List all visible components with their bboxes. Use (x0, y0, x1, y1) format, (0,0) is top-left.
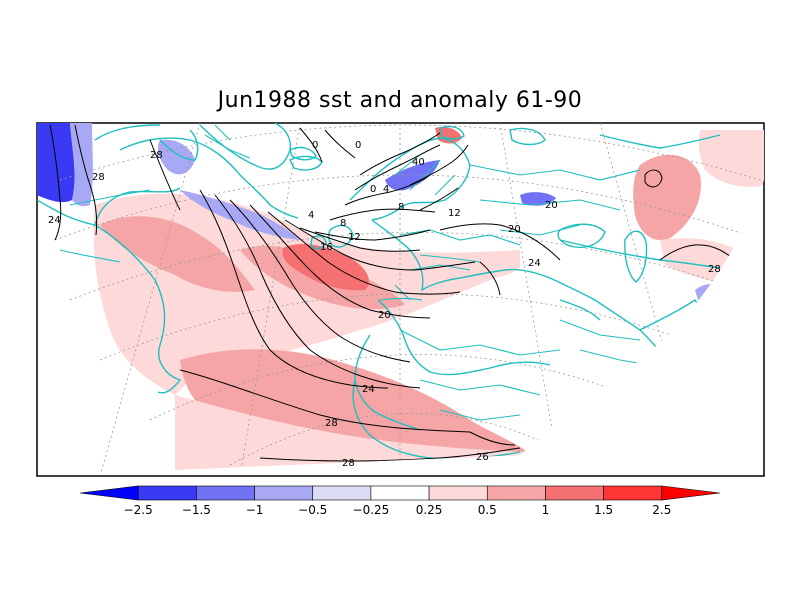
contour-label: 8 (398, 202, 404, 213)
colorbar-bin (661, 485, 721, 501)
colorbar-tick-label: 2.5 (652, 503, 671, 517)
contour-label: 24 (48, 215, 61, 226)
contour-label: 12 (448, 208, 461, 219)
anomaly-lightpink-mediterranean (430, 259, 520, 279)
contour-label: 16 (320, 242, 333, 253)
colorbar-tick-label: 0.25 (416, 503, 443, 517)
colorbar-bin (312, 485, 372, 501)
colorbar-tick-label: 0.5 (478, 503, 497, 517)
contour-label: 28 (150, 150, 163, 161)
contour-label: 20 (508, 224, 521, 235)
contour-label: 12 (348, 232, 361, 243)
colorbar-tick-label: −1 (246, 503, 264, 517)
contour-label: 24 (362, 384, 375, 395)
colorbar-bin (137, 485, 197, 501)
contour-label: 0 (355, 140, 361, 151)
colorbar-bin (79, 485, 139, 501)
map-title: Jun1988 sst and anomaly 61-90 (217, 88, 583, 113)
anomaly-lightpink-northeast (698, 130, 764, 187)
anomaly-light-pink-south (175, 395, 525, 470)
colorbar-tick-label: −0.5 (298, 503, 327, 517)
contour-label: 4 (383, 184, 389, 195)
contour-label: 20 (545, 200, 558, 211)
anomaly-blue-caspian (520, 192, 556, 206)
anomaly-red-core (282, 244, 369, 291)
colorbar-bin (545, 485, 604, 501)
colorbar-bin (428, 485, 488, 501)
anomaly-pink-east-sea (633, 154, 701, 241)
contour-label: 0 (370, 184, 376, 195)
colorbar-bin (196, 485, 255, 501)
colorbar: −2.5 −1.5 −1 −0.5 −0.25 0.25 0.5 1 1.5 2.5 (79, 485, 721, 517)
contour-label: 8 (340, 218, 346, 229)
contour-label: 0 (312, 140, 318, 151)
contour-label: 40 (412, 157, 425, 168)
contour-label: 20 (378, 310, 391, 321)
colorbar-tick-label: −1.5 (182, 503, 211, 517)
colorbar-bin (370, 485, 430, 501)
contour-label: 28 (325, 418, 338, 429)
contour-label: 4 (308, 210, 314, 221)
anomaly-lightblue-hudson (157, 139, 195, 175)
anomaly-lightblue-west-edge (70, 123, 93, 207)
colorbar-tick-label: −0.25 (353, 503, 390, 517)
anomaly-pink-west-band (100, 216, 255, 292)
sst-contours (49, 124, 749, 462)
contour-label: 28 (92, 172, 105, 183)
contour-label: 28 (342, 458, 355, 469)
colorbar-tick-label: 1.5 (594, 503, 613, 517)
contour-label: 24 (528, 258, 541, 269)
colorbar-bin (254, 485, 314, 501)
contour-label: 26 (476, 452, 489, 463)
colorbar-bin (603, 485, 663, 501)
colorbar-bin (486, 485, 546, 501)
colorbar-tick-label: 1 (542, 503, 550, 517)
contour-labels: 28 24 28 4 8 12 16 20 24 28 28 40 0 4 8 … (48, 140, 721, 469)
colorbar-tick-label: −2.5 (124, 503, 153, 517)
contour-label: 28 (708, 264, 721, 275)
anomaly-lightblue-labrador (180, 190, 300, 240)
